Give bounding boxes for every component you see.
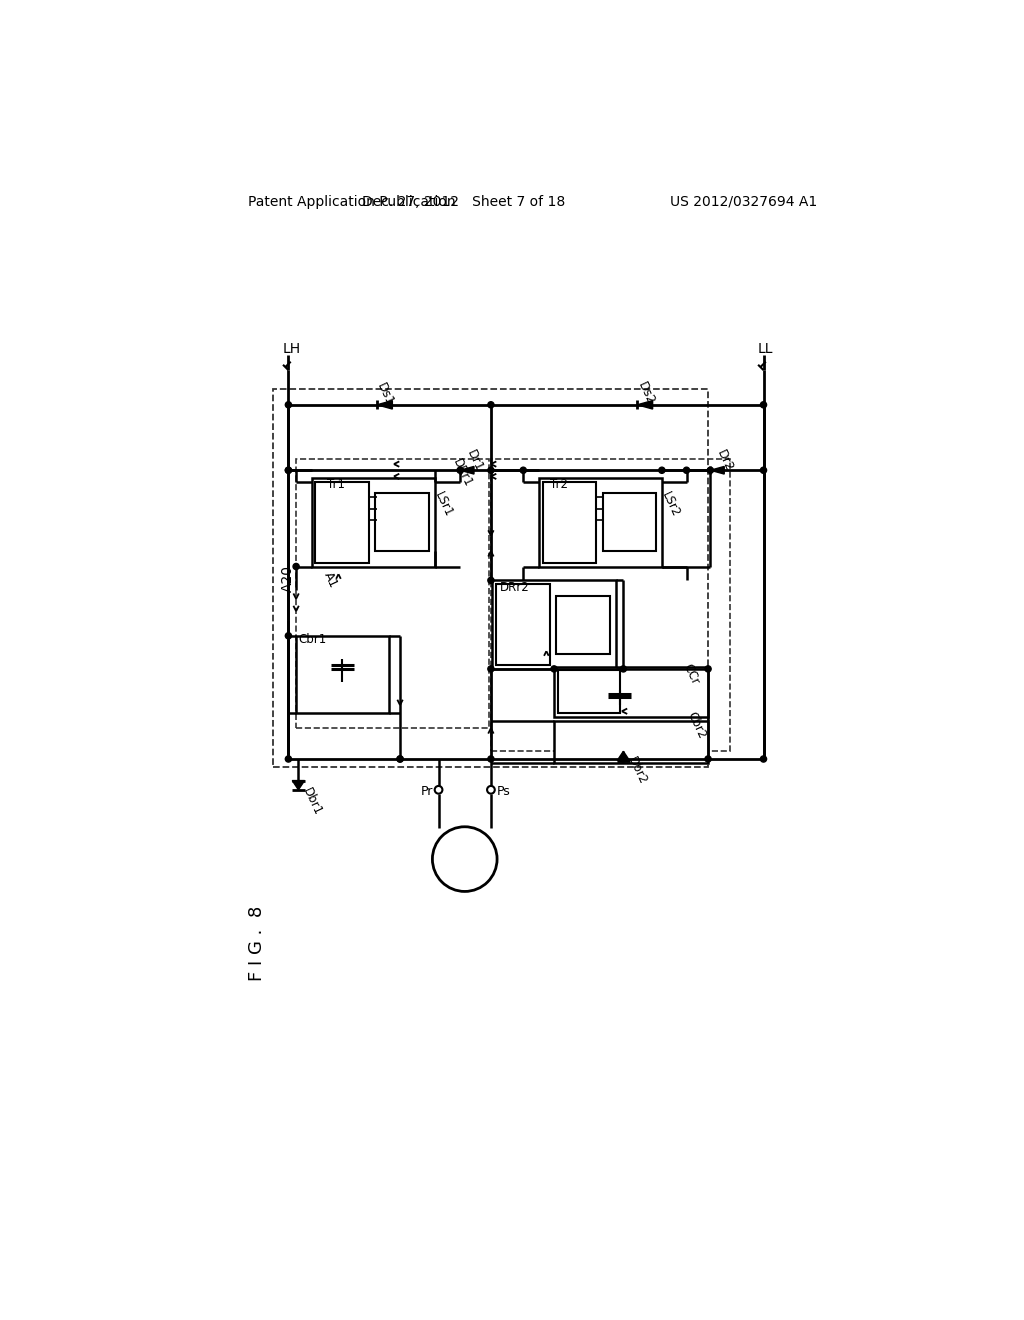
Circle shape bbox=[435, 785, 442, 793]
Circle shape bbox=[708, 467, 714, 474]
Circle shape bbox=[286, 401, 292, 408]
Circle shape bbox=[286, 467, 292, 474]
Circle shape bbox=[487, 401, 494, 408]
Text: Tr2: Tr2 bbox=[550, 478, 568, 491]
Bar bbox=[602, 494, 656, 552]
Circle shape bbox=[621, 756, 627, 762]
Text: DRr2: DRr2 bbox=[500, 581, 529, 594]
Text: Dr2: Dr2 bbox=[715, 447, 735, 474]
Bar bbox=[296, 459, 488, 729]
Bar bbox=[311, 478, 435, 566]
Text: Ds2: Ds2 bbox=[636, 380, 657, 407]
Text: Patent Application Publication: Patent Application Publication bbox=[248, 194, 456, 209]
Text: Ps: Ps bbox=[497, 785, 511, 797]
Polygon shape bbox=[377, 400, 392, 409]
Bar bbox=[493, 581, 615, 669]
Circle shape bbox=[761, 401, 767, 408]
Text: A20: A20 bbox=[281, 565, 295, 591]
Bar bbox=[543, 482, 596, 562]
Circle shape bbox=[286, 632, 292, 639]
Circle shape bbox=[432, 826, 497, 891]
Text: LL: LL bbox=[758, 342, 773, 356]
Polygon shape bbox=[292, 780, 304, 789]
Bar bbox=[273, 389, 708, 767]
Polygon shape bbox=[617, 751, 630, 760]
Bar bbox=[554, 721, 708, 763]
Bar bbox=[296, 636, 388, 713]
Circle shape bbox=[658, 467, 665, 474]
Bar bbox=[376, 494, 429, 552]
Circle shape bbox=[397, 756, 403, 762]
Circle shape bbox=[487, 665, 494, 672]
Text: LSr2: LSr2 bbox=[659, 490, 682, 520]
Circle shape bbox=[683, 467, 689, 474]
Circle shape bbox=[761, 756, 767, 762]
Text: Cbr1: Cbr1 bbox=[298, 634, 327, 647]
Text: Dr1: Dr1 bbox=[464, 447, 485, 474]
Text: Ds1: Ds1 bbox=[374, 381, 395, 408]
Bar bbox=[539, 478, 662, 566]
Text: LSr1: LSr1 bbox=[432, 490, 456, 520]
Text: Pr: Pr bbox=[421, 785, 433, 797]
Bar bbox=[497, 585, 550, 665]
Text: US 2012/0327694 A1: US 2012/0327694 A1 bbox=[670, 194, 817, 209]
Text: Dec. 27, 2012   Sheet 7 of 18: Dec. 27, 2012 Sheet 7 of 18 bbox=[361, 194, 565, 209]
Circle shape bbox=[621, 665, 627, 672]
Circle shape bbox=[487, 756, 494, 762]
Circle shape bbox=[487, 467, 494, 474]
Circle shape bbox=[761, 467, 767, 474]
Text: CCr: CCr bbox=[681, 661, 702, 686]
Circle shape bbox=[705, 756, 711, 762]
Text: Tr1: Tr1 bbox=[327, 478, 345, 491]
Circle shape bbox=[551, 665, 557, 672]
Circle shape bbox=[397, 756, 403, 762]
Text: Dbr1: Dbr1 bbox=[300, 785, 324, 817]
Circle shape bbox=[705, 665, 711, 672]
Circle shape bbox=[457, 467, 463, 474]
Bar bbox=[554, 667, 708, 717]
Circle shape bbox=[286, 756, 292, 762]
Circle shape bbox=[487, 785, 495, 793]
Bar bbox=[558, 671, 620, 713]
Polygon shape bbox=[460, 466, 474, 474]
Circle shape bbox=[520, 467, 526, 474]
Text: Cbr2: Cbr2 bbox=[685, 710, 709, 741]
Bar bbox=[315, 482, 370, 562]
Polygon shape bbox=[637, 400, 652, 409]
Circle shape bbox=[293, 564, 299, 570]
Text: Dbr2: Dbr2 bbox=[625, 755, 649, 787]
Bar bbox=[556, 595, 610, 653]
Text: DRr1: DRr1 bbox=[451, 457, 474, 488]
Text: LH: LH bbox=[283, 342, 301, 356]
Circle shape bbox=[286, 467, 292, 474]
Bar bbox=[490, 459, 730, 751]
Text: A1: A1 bbox=[322, 570, 340, 590]
Circle shape bbox=[487, 577, 494, 583]
Text: F I G .  8: F I G . 8 bbox=[248, 906, 265, 982]
Polygon shape bbox=[711, 466, 724, 474]
